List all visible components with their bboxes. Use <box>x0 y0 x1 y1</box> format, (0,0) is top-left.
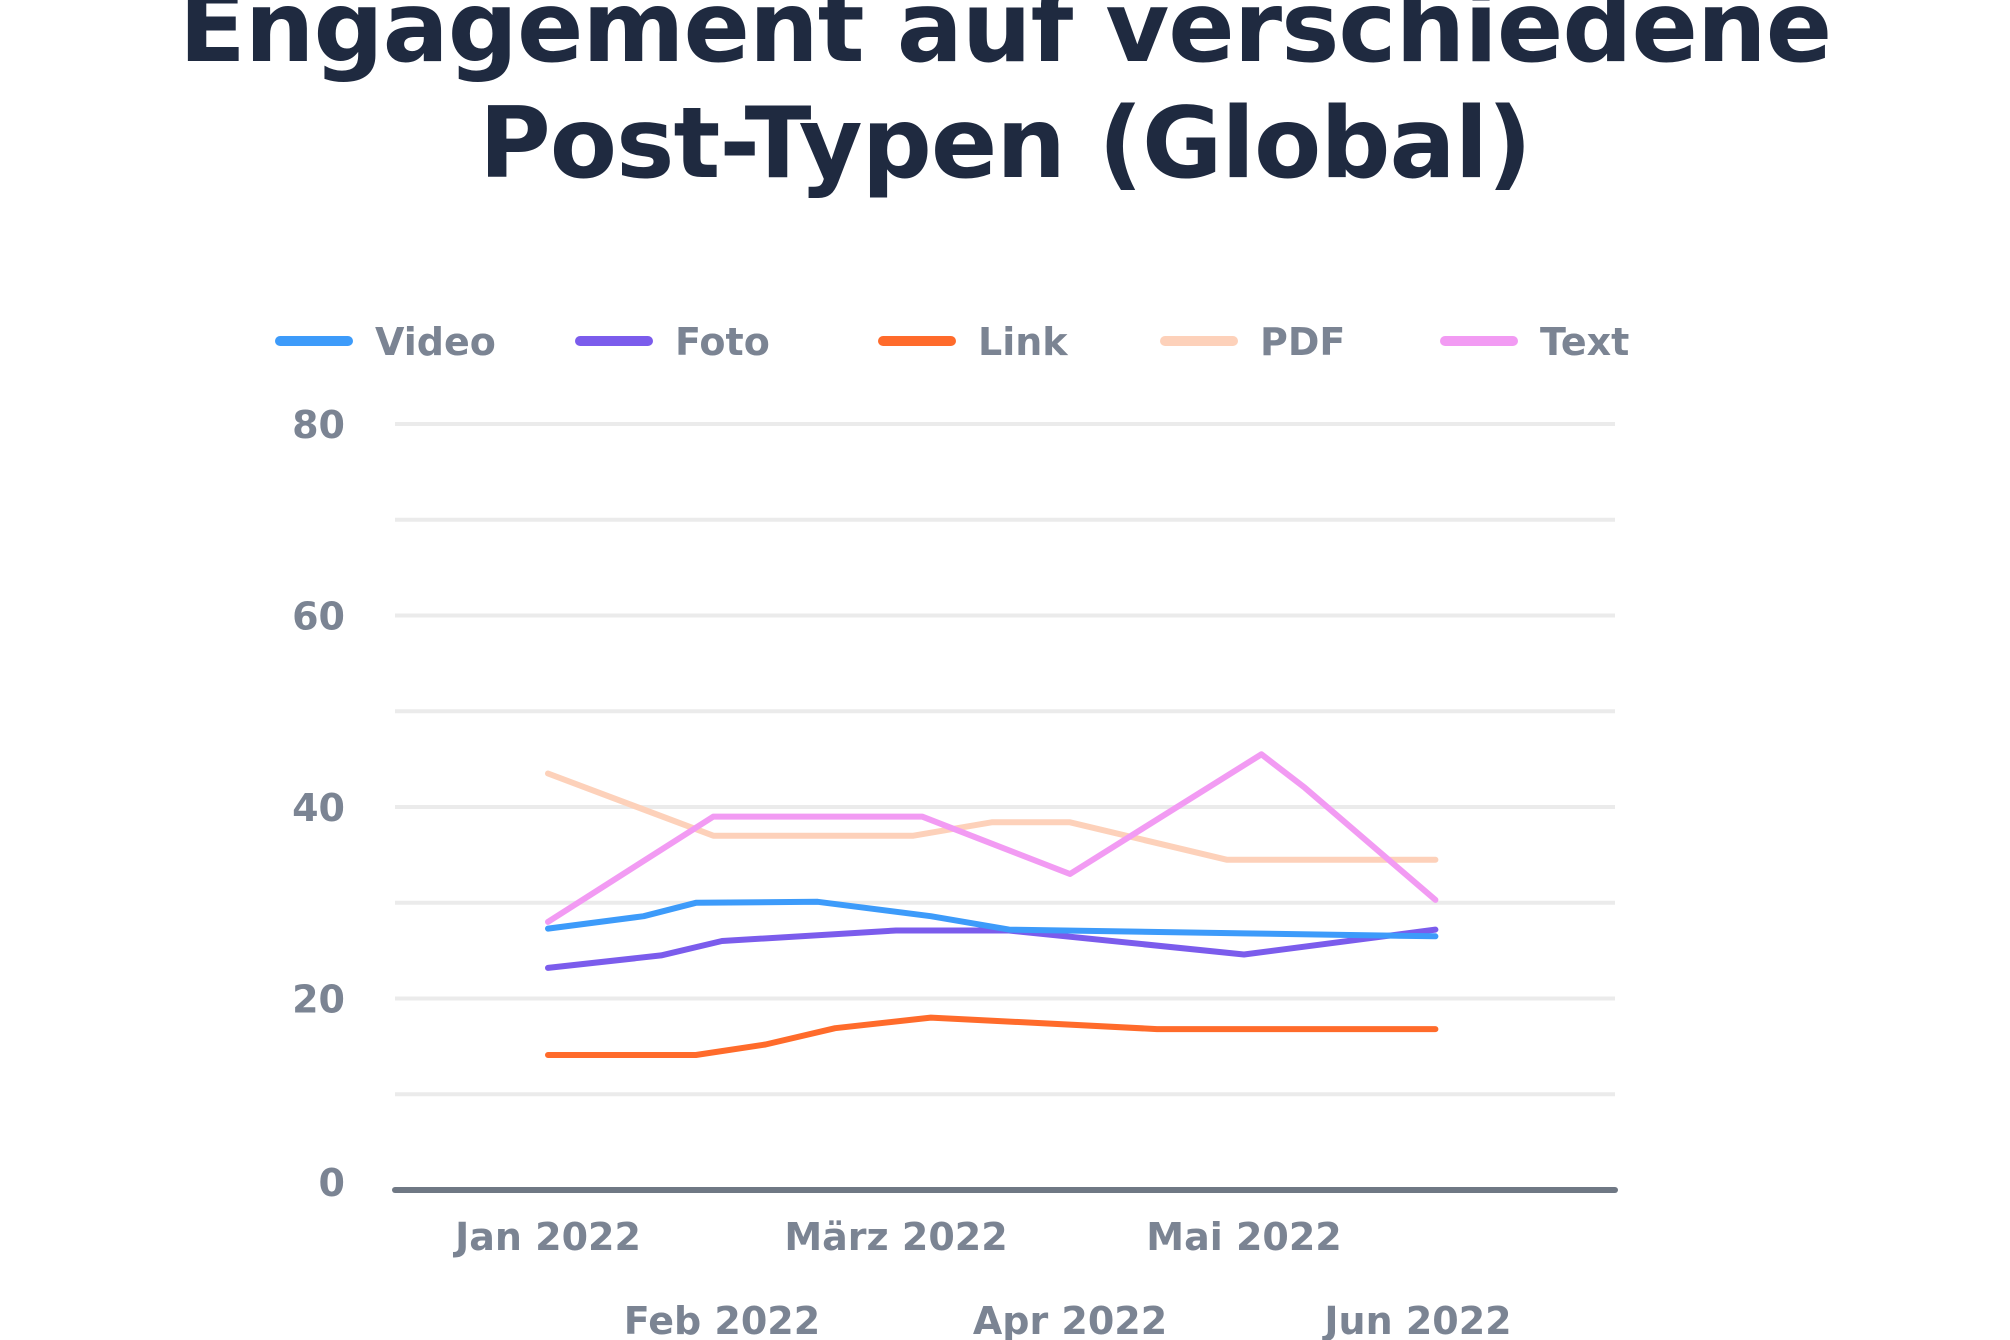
x-tick-label: März 2022 <box>784 1215 1007 1259</box>
y-tick-label: 20 <box>292 978 345 1022</box>
series-lines <box>545 751 1439 1058</box>
legend: Video Foto Link PDF Text <box>275 320 1629 364</box>
legend-item-video: Video <box>275 320 496 364</box>
y-tick-label: 0 <box>319 1161 345 1205</box>
y-axis-ticks: 0 20 40 60 80 <box>292 403 345 1205</box>
legend-label: Text <box>1540 320 1629 364</box>
y-tick-label: 80 <box>292 403 345 447</box>
x-tick-label: Mai 2022 <box>1146 1215 1341 1259</box>
chart-title: Engagement auf verschiedene Post-Typen (… <box>0 0 2010 202</box>
series-line-video <box>545 898 1439 940</box>
legend-item-text: Text <box>1440 320 1629 364</box>
x-tick-label: Feb 2022 <box>624 1299 820 1340</box>
x-tick-label: Apr 2022 <box>973 1299 1167 1340</box>
legend-label: Foto <box>675 320 770 364</box>
series-line-pdf <box>545 770 1439 863</box>
chart-title-line-2: Post-Typen (Global) <box>478 87 1532 201</box>
y-tick-label: 40 <box>292 786 345 830</box>
legend-item-foto: Foto <box>575 320 770 364</box>
series-line-text <box>545 751 1439 925</box>
legend-label: Video <box>375 320 496 364</box>
legend-label: Link <box>978 320 1068 364</box>
chart-title-line-1: Engagement auf verschiedene <box>178 0 1832 85</box>
series-line-link <box>545 1014 1439 1058</box>
grid-lines <box>392 422 1618 1193</box>
x-axis-ticks: Jan 2022 Feb 2022 März 2022 Apr 2022 Mai 202… <box>452 1215 1512 1340</box>
legend-item-pdf: PDF <box>1160 320 1345 364</box>
y-tick-label: 60 <box>292 595 345 639</box>
legend-label: PDF <box>1260 320 1345 364</box>
series-line-foto <box>545 926 1439 971</box>
x-tick-label: Jun 2022 <box>1321 1299 1511 1340</box>
x-tick-label: Jan 2022 <box>452 1215 641 1259</box>
legend-item-link: Link <box>878 320 1068 364</box>
